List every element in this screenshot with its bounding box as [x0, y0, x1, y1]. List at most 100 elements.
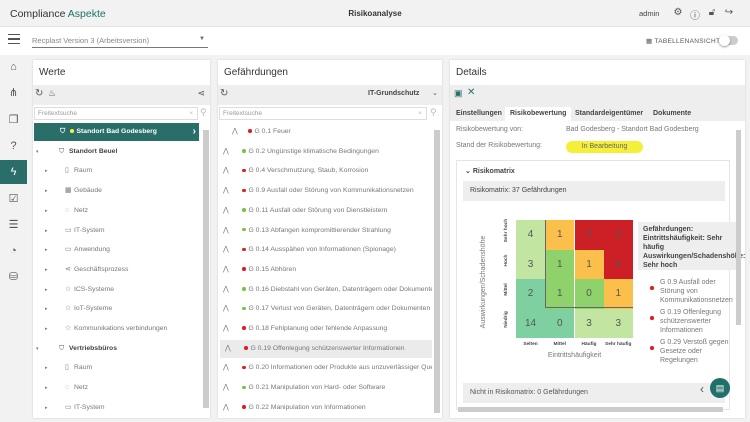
caret-icon[interactable]: ▾ — [36, 148, 39, 155]
chart-pie-icon[interactable]: ◔ — [10, 245, 17, 258]
threat-item[interactable]: ⋀ G 0.14 Ausspähen von Informationen (Spi… — [218, 241, 432, 259]
threat-item[interactable]: ⋀ G 0.4 Verschmutzung, Staub, Korrosion — [218, 162, 432, 180]
search-icon[interactable]: ⚲ — [200, 107, 207, 117]
report-icon[interactable]: ☰ — [8, 218, 19, 231]
tooltip-item[interactable]: G 0.29 Verstoß gegen Gesetze oder Regelu… — [650, 338, 740, 365]
tree-item[interactable]: ▸ ⋖ Geschäftsprozess — [33, 261, 200, 279]
gear-icon[interactable]: ⚙ — [673, 7, 683, 18]
refresh-icon[interactable]: ↻ — [35, 88, 44, 99]
lock-icon[interactable]: 🔓︎ — [708, 7, 716, 18]
table-view-toggle[interactable] — [719, 35, 738, 46]
caret-icon[interactable]: ▸ — [45, 385, 48, 392]
matrix-cell[interactable]: 3 — [603, 220, 633, 250]
threat-item[interactable]: ⋀ G 0.21 Manipulation von Hard- oder Soft… — [218, 379, 432, 397]
tree-item[interactable]: ▸ ▭ IT-System — [33, 399, 200, 417]
tree-item[interactable]: ▸ ▯ Raum — [33, 162, 200, 180]
chevron-down-icon[interactable]: ⌄ — [432, 90, 438, 97]
tree-item[interactable]: ▾ ⛉ Vertriebsbüros — [33, 340, 200, 358]
tree-item[interactable]: ▸ ☆ IoT-Systeme — [33, 300, 200, 318]
matrix-cell[interactable]: 14 — [516, 308, 545, 338]
threat-item[interactable]: ⋀ G 0.2 Ungünstige klimatische Bedingunge… — [218, 143, 432, 161]
horizontal-scrollbar[interactable] — [458, 407, 723, 412]
caret-icon[interactable]: ▸ — [45, 404, 48, 411]
question-icon[interactable]: ? — [10, 139, 17, 152]
help-icon[interactable]: ⓘ — [690, 11, 700, 22]
threat-item[interactable]: ⋀ G 0.16 Diebstahl von Geräten, Datenträg… — [218, 281, 432, 299]
refresh-icon[interactable]: ↻ — [220, 88, 229, 99]
tab-standardeigentuemer[interactable]: Standardeigentümer — [575, 110, 644, 117]
status-badge[interactable]: In Bearbeitung — [566, 141, 643, 153]
tab-dokumente[interactable]: Dokumente — [653, 110, 692, 117]
caret-icon[interactable]: ▸ — [45, 365, 48, 372]
matrix-cell[interactable]: 1 — [574, 249, 604, 279]
lightning-icon[interactable]: ϟ — [0, 160, 27, 185]
matrix-cell[interactable]: 0 — [603, 249, 633, 279]
caret-icon[interactable]: ▸ — [45, 227, 48, 234]
tree-item[interactable]: ▸ ◌ Netz — [33, 379, 200, 397]
matrix-cell[interactable]: 1 — [545, 249, 575, 279]
threat-item[interactable]: ⋀ G 0.17 Verlust von Geräten, Datenträger… — [218, 300, 432, 318]
caret-icon[interactable]: ▸ — [45, 326, 48, 332]
matrix-cell[interactable]: 3 — [516, 249, 545, 279]
tree-item[interactable]: ▸ ☆ ICS-Systeme — [33, 281, 200, 299]
caret-icon[interactable]: ▸ — [45, 168, 48, 175]
tree-item[interactable]: ▸ ☆ Kommunikations verbindungen — [33, 320, 200, 338]
logout-icon[interactable]: ↪ — [724, 7, 734, 18]
clear-icon[interactable]: × — [189, 110, 193, 117]
matrix-cell[interactable]: 1 — [545, 279, 575, 309]
threat-item[interactable]: ⋀ G 0.18 Fehlplanung oder fehlende Anpass… — [218, 320, 432, 338]
tree-item[interactable]: ▾ ⛉ Standort Beuel — [33, 143, 200, 161]
threat-item[interactable]: ⋀ G 0.20 Informationen oder Produkte aus … — [218, 359, 432, 377]
scrollbar[interactable] — [203, 130, 209, 408]
caret-icon[interactable]: ▸ — [45, 188, 48, 195]
tooltip-item[interactable]: G 0.9 Ausfall oder Störung von Kommunika… — [650, 278, 740, 305]
caret-icon[interactable]: ▸ — [45, 207, 48, 214]
threat-item[interactable]: ⋀ G 0.11 Ausfall oder Störung von Dienstl… — [218, 202, 432, 220]
share-icon[interactable]: ⋖ — [197, 88, 205, 98]
tooltip-item[interactable]: G 0.19 Offenlegung schützenswerter Infor… — [650, 308, 740, 335]
logo[interactable]: Compliance Aspekte — [10, 8, 106, 20]
threat-item[interactable]: ⋀ G 0.13 Abfangen kompromittierender Stra… — [218, 222, 432, 240]
matrix-cell[interactable]: 1 — [545, 220, 575, 250]
tree-item[interactable]: ▸ ▭ Anwendung — [33, 241, 200, 259]
matrix-cell[interactable]: 0 — [574, 279, 604, 309]
matrix-cell[interactable]: 3 — [574, 308, 604, 338]
tree-item[interactable]: ▸ ◌ Netz — [33, 202, 200, 220]
scrollbar[interactable] — [736, 130, 741, 325]
threat-item[interactable]: ⋀ G 0.9 Ausfall oder Störung von Kommunik… — [218, 182, 432, 200]
dashboard-icon[interactable]: ⌂ — [10, 61, 17, 73]
catalog-filter[interactable]: IT-Grundschutz — [368, 90, 420, 97]
caret-icon[interactable]: ▸ — [45, 306, 48, 313]
matrix-cell[interactable]: 0 — [545, 308, 575, 338]
tree-item[interactable]: ▸ ▯ Raum — [33, 359, 200, 377]
clear-icon[interactable]: × — [418, 110, 422, 117]
tree-item[interactable]: ⛉ Standort Bad Godesberg › — [34, 123, 199, 141]
matrix-cell[interactable]: 0 — [574, 220, 604, 250]
chevron-right-icon[interactable]: › — [192, 126, 196, 137]
save-icon[interactable]: ▣ — [454, 88, 463, 98]
caret-icon[interactable]: ▾ — [36, 345, 39, 352]
threat-item[interactable]: ⋀ G 0.22 Manipulation von Informationen — [218, 399, 432, 417]
checklist-icon[interactable]: ❐ — [8, 113, 19, 126]
caret-icon[interactable]: ▸ — [45, 247, 48, 254]
user-name[interactable]: admin — [639, 9, 660, 18]
threat-item[interactable]: ⋀ G 0.15 Abhören — [218, 261, 432, 279]
tab-risikobewertung[interactable]: Risikobewertung — [505, 107, 572, 121]
flame-icon[interactable]: ♨ — [48, 88, 57, 98]
section-toggle[interactable]: ⌄ Risikomatrix — [465, 167, 515, 175]
caret-icon[interactable]: ▸ — [45, 286, 48, 293]
matrix-cell[interactable]: 1 — [603, 279, 633, 309]
werte-search-input[interactable]: Freitextsuche × — [34, 107, 198, 120]
tree-item[interactable]: ▸ ▭ IT-System — [33, 222, 200, 240]
matrix-cell[interactable]: 4 — [516, 220, 545, 250]
threat-item[interactable]: ⋀ G 0.1 Feuer — [218, 123, 432, 141]
caret-icon[interactable]: ▸ — [45, 266, 48, 273]
tree-item[interactable]: ▸ ▦ Gebäude — [33, 182, 200, 200]
database-icon[interactable]: ⛁ — [8, 271, 19, 284]
clipboard-check-icon[interactable]: ☑ — [8, 192, 19, 205]
matrix-cell[interactable]: 3 — [603, 308, 633, 338]
chevron-left-icon[interactable]: ‹ — [700, 382, 704, 396]
hamburger-menu-icon[interactable] — [8, 34, 20, 47]
version-select[interactable]: Recplast Version 3 (Arbeitsversion) ▼ — [32, 36, 208, 48]
tab-einstellungen[interactable]: Einstellungen — [456, 110, 502, 117]
